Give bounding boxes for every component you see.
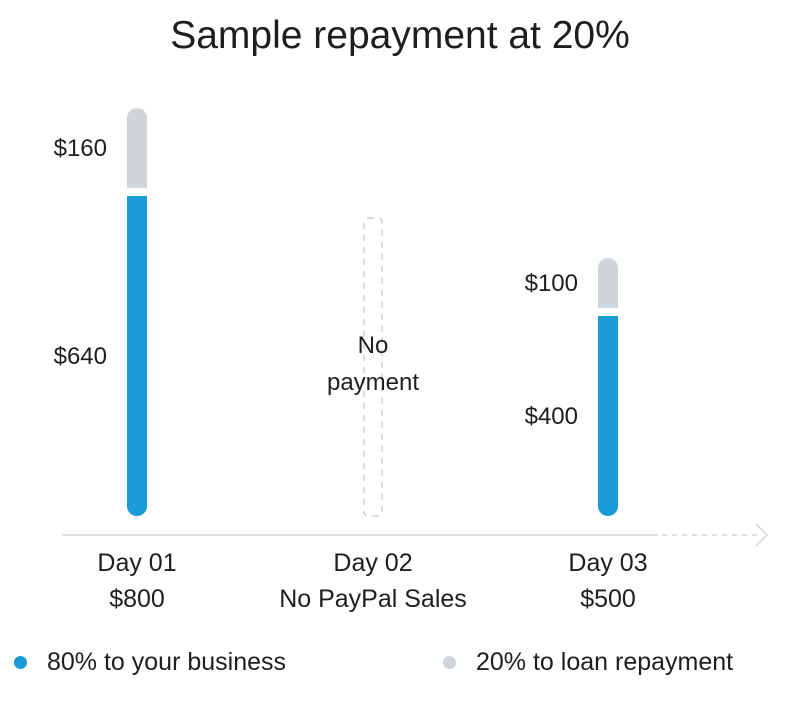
value-label-business-3: $400 xyxy=(525,403,578,430)
empty-bar-outline xyxy=(363,217,383,517)
bar-repayment-3 xyxy=(598,258,618,308)
chart-title: Sample repayment at 20% xyxy=(170,14,630,57)
bar-business-3 xyxy=(598,316,618,516)
value-label-repayment-3: $100 xyxy=(525,270,578,297)
value-label-business-1: $640 xyxy=(54,343,107,370)
bar-business-1 xyxy=(127,196,147,516)
legend-swatch-repayment xyxy=(443,656,456,669)
category-sublabel-1: $800 xyxy=(109,585,165,613)
category-label-1: Day 01 xyxy=(97,549,176,577)
legend-label-business: 80% to your business xyxy=(47,648,287,676)
bar-repayment-1 xyxy=(127,108,147,188)
category-sublabel-3: $500 xyxy=(580,585,636,613)
category-label-3: Day 03 xyxy=(568,549,647,577)
category-sublabel-2: No PayPal Sales xyxy=(279,585,467,613)
legend-swatch-business xyxy=(14,656,27,669)
value-label-repayment-1: $160 xyxy=(54,135,107,162)
legend-label-repayment: 20% to loan repayment xyxy=(476,648,734,676)
category-label-2: Day 02 xyxy=(333,549,412,577)
legend-item-business: 80% to your business xyxy=(14,648,286,677)
legend-item-repayment: 20% to loan repayment xyxy=(443,648,733,677)
empty-bar-label: No xyxy=(358,332,389,359)
x-axis-arrowhead xyxy=(755,523,769,547)
empty-bar-label: payment xyxy=(327,369,419,396)
